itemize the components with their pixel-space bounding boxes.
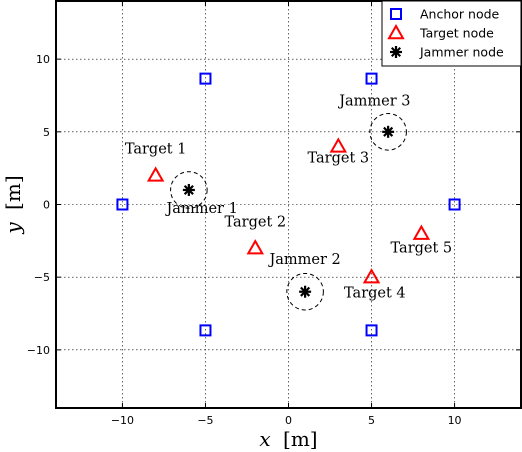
asterisk-stroke [300,286,311,297]
target-node-marker [146,166,165,182]
point-annotation: Target 3 [307,150,369,166]
axis-ticks: −10 −5 0 5 10 −10 −5 0 5 10 [27,1,521,427]
grid [56,1,521,408]
y-tick-label: −10 [27,344,50,357]
point-annotation: Jammer 1 [164,201,237,217]
point-annotation: Jammer 2 [267,252,340,268]
y-tick-label: 0 [43,199,50,212]
y-axis-label: y [m] [1,175,25,234]
x-tick-label: −10 [111,414,134,427]
jammer-node-marker [382,125,395,138]
asterisk-stroke [383,126,394,137]
legend-entry-label: Target node [419,26,494,41]
anchor-node-marker [390,8,402,20]
anchor-node-marker [116,198,129,211]
y-tick-label: 5 [43,126,50,139]
legend: Anchor node Target node Jammer node [381,0,522,67]
asterisk-stroke [390,46,402,58]
jammer-node-marker [390,46,402,58]
anchor-node-marker [365,72,378,85]
anchor-node-marker [199,324,212,337]
target-node-marker [362,268,381,284]
jammer-range-ring [170,171,208,209]
anchor-node-marker [365,324,378,337]
legend-entry-label: Jammer node [419,45,504,60]
jammer-node-marker [299,285,312,298]
x-tick-label: 5 [368,414,375,427]
x-tick-label: 0 [285,414,292,427]
target-node-marker [246,239,265,255]
legend-box [381,0,522,67]
x-axis-unit: [m] [283,427,318,451]
jammer-range-ring [369,113,407,151]
legend-entry-label: Anchor node [420,7,500,22]
anchor-node-marker [448,198,461,211]
x-axis-label: x [m] [259,427,317,451]
y-tick-label: −5 [34,271,50,284]
x-tick-label: −5 [197,414,213,427]
jammer-node-marker [182,183,195,196]
anchor-node-marker [199,72,212,85]
point-annotation: Target 5 [391,240,453,256]
target-node-marker [412,224,431,240]
jammer-rings [170,113,407,311]
point-annotation: Target 1 [125,142,187,158]
asterisk-stroke [183,184,194,195]
point-annotation: Target 2 [224,214,286,230]
y-tick-label: 10 [36,53,50,66]
data-marks [116,72,461,337]
y-axis-variable: y [1,222,25,235]
target-node-marker [329,137,348,153]
annotations: Target 1 Target 2 Target 3 Target 4 Target 5… [125,94,452,302]
y-axis-unit: [m] [1,175,25,210]
jammer-range-ring [286,272,324,311]
point-annotation: Jammer 3 [337,94,410,110]
target-node-marker [387,23,405,40]
point-annotation: Target 4 [344,286,406,302]
x-axis-variable: x [259,427,270,451]
x-tick-label: 10 [448,414,462,427]
